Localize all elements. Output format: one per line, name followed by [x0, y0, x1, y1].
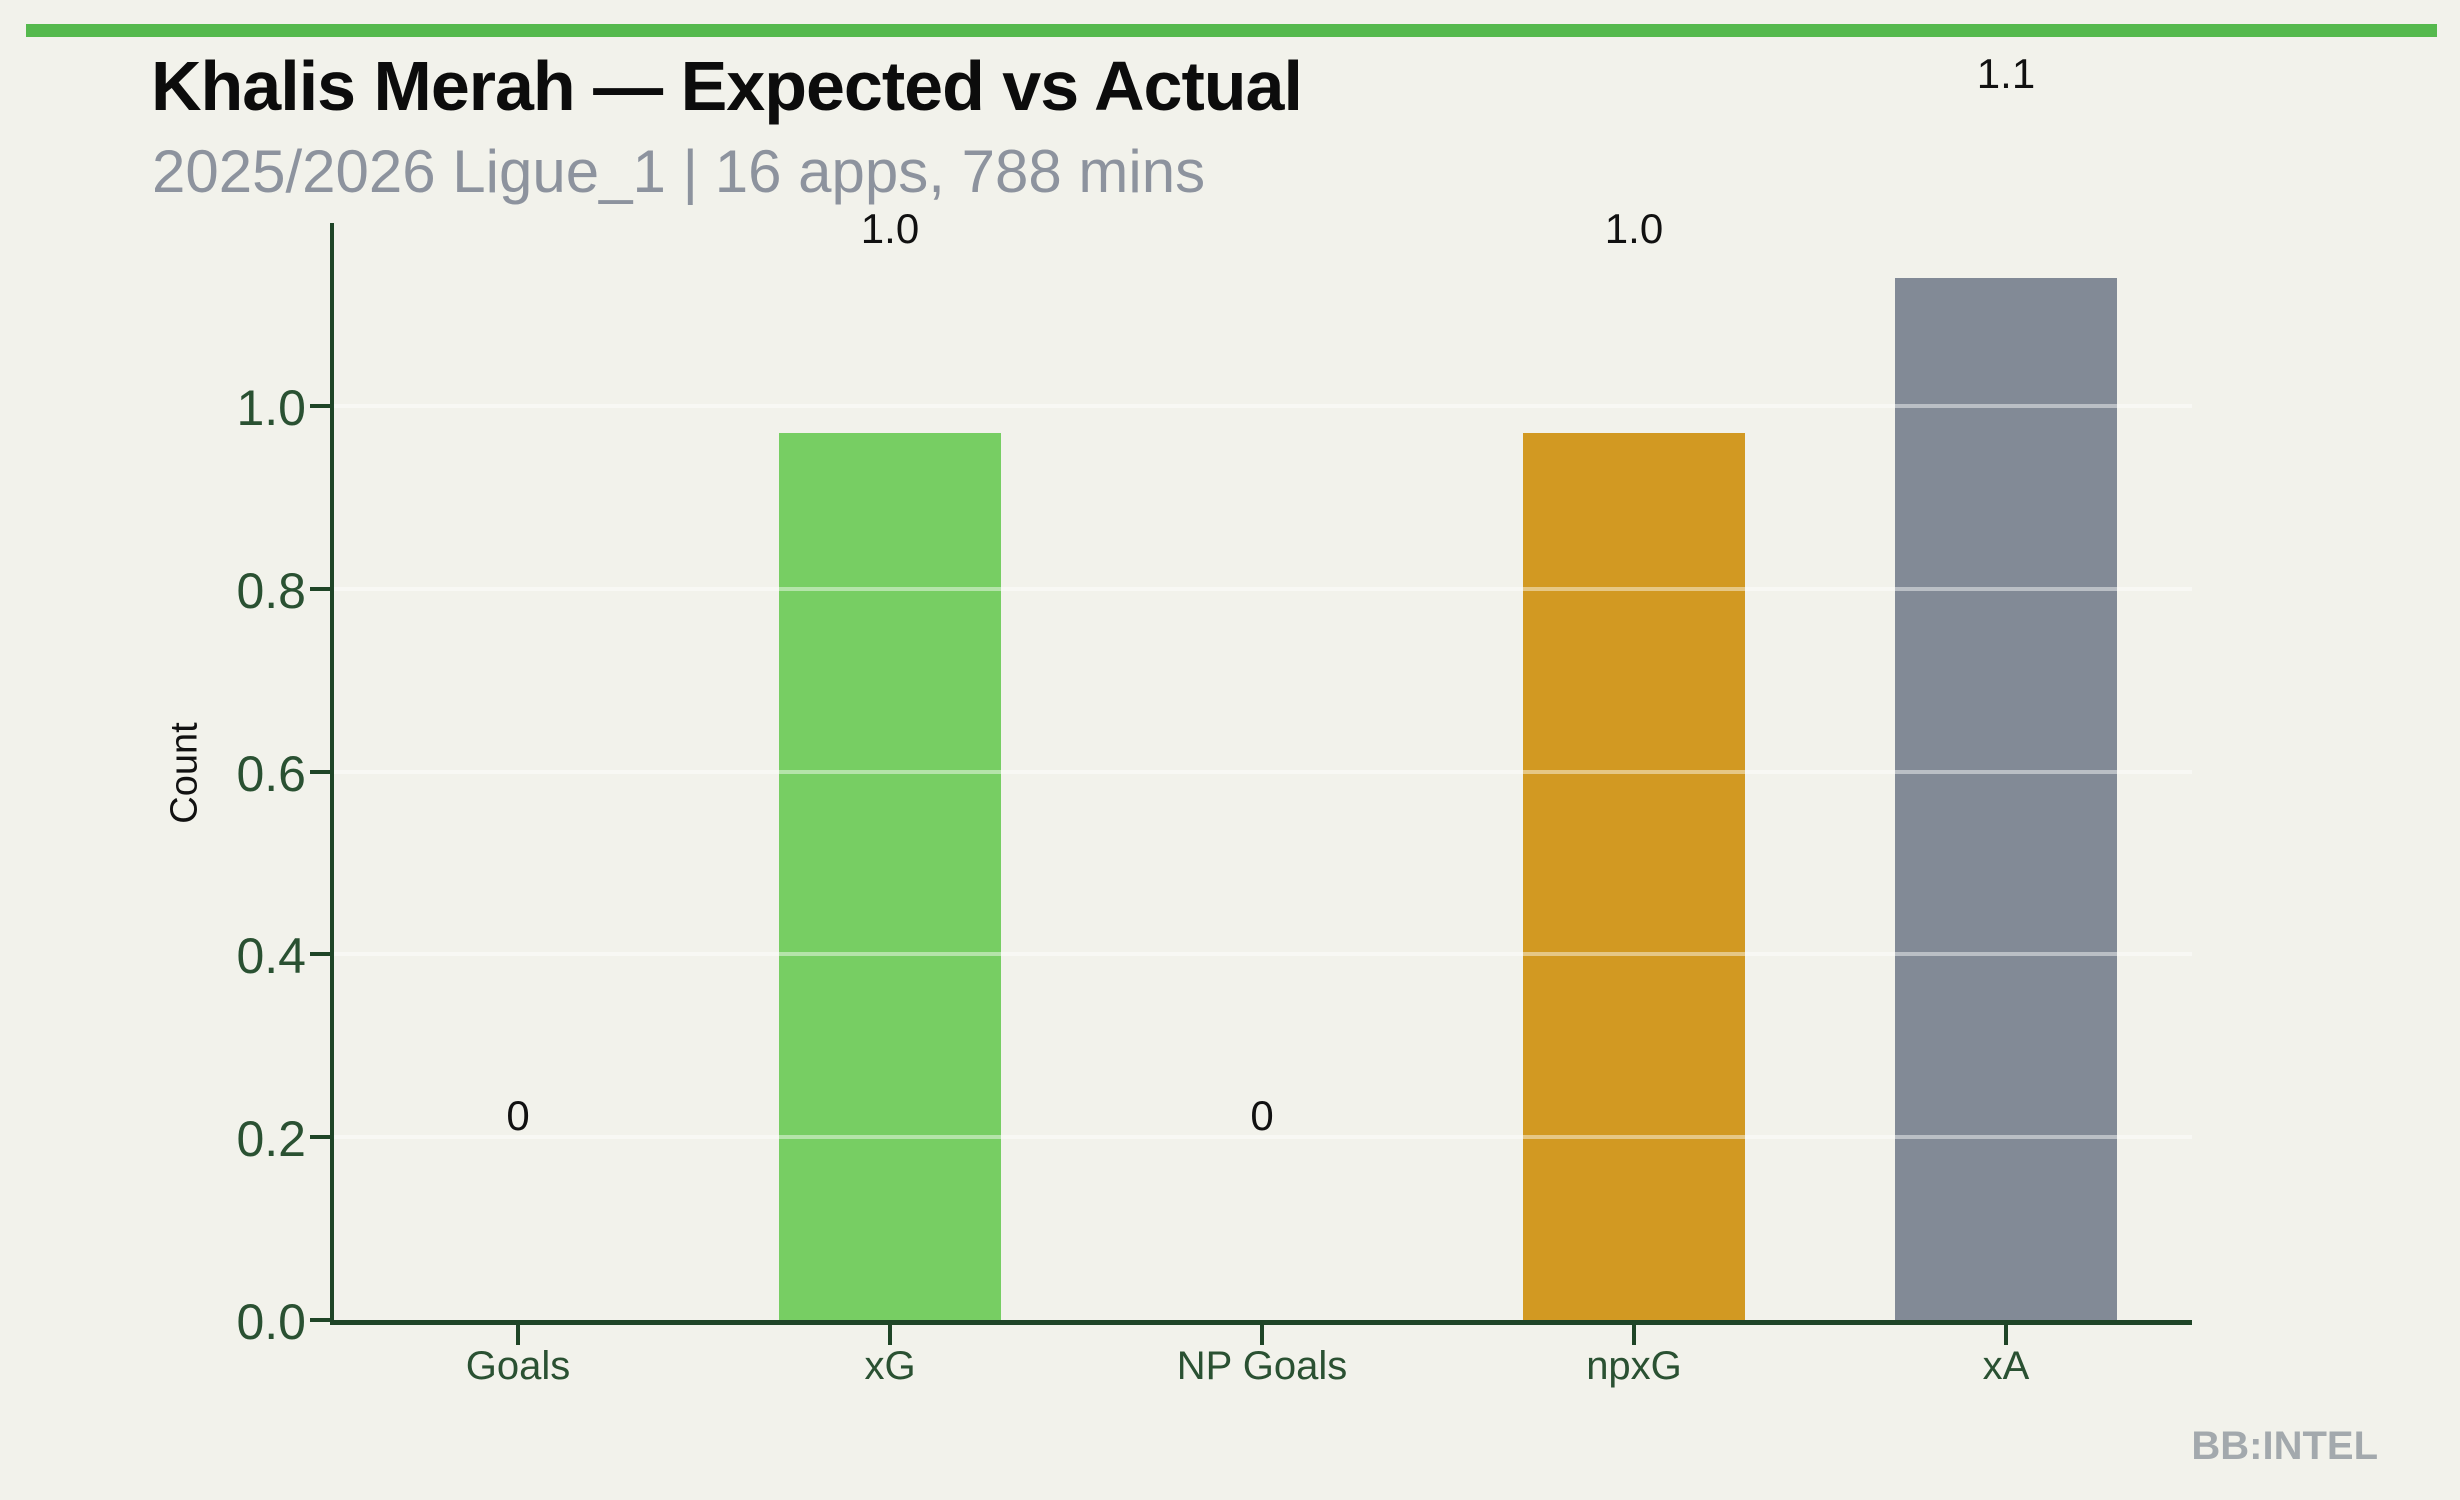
- gridline: [332, 586, 2192, 591]
- y-tick-label: 1.0: [236, 379, 306, 436]
- y-tick-label: 0.8: [236, 562, 306, 619]
- y-tick: [310, 769, 330, 774]
- gridline: [332, 1135, 2192, 1140]
- bar: [1523, 433, 1745, 1320]
- x-tick-label: NP Goals: [1176, 1344, 1348, 1388]
- x-tick: [516, 1325, 520, 1345]
- chart-title: Khalis Merah — Expected vs Actual: [151, 47, 1303, 125]
- gridline: [332, 403, 2192, 408]
- x-tick-label: xA: [1982, 1344, 2030, 1388]
- x-tick: [888, 1325, 892, 1345]
- bar-value-label: 1.1: [1976, 49, 2036, 97]
- gridline: [332, 952, 2192, 957]
- y-tick-label: 0.6: [236, 745, 306, 802]
- y-tick-label: 0.4: [236, 928, 306, 985]
- bar-value-label: 1.0: [1604, 205, 1664, 253]
- x-tick-label: Goals: [465, 1344, 571, 1388]
- y-tick-label: 0.0: [236, 1294, 306, 1350]
- x-axis-spine: [330, 1320, 2192, 1325]
- x-tick-label: xG: [864, 1344, 916, 1388]
- y-tick: [310, 1135, 330, 1140]
- bar-value-label: 0: [1250, 1092, 1274, 1139]
- accent-bar: [26, 24, 2437, 37]
- watermark: BB:INTEL: [2191, 1424, 2378, 1468]
- y-tick: [310, 1318, 330, 1322]
- bar-value-label: 0: [506, 1092, 530, 1139]
- y-tick: [310, 403, 330, 408]
- gridline: [332, 769, 2192, 774]
- x-tick: [1632, 1325, 1636, 1345]
- bar: [1895, 277, 2117, 1320]
- bar: [779, 433, 1001, 1320]
- x-tick: [1260, 1325, 1264, 1345]
- bar-value-label: 1.0: [860, 205, 920, 253]
- x-tick: [2004, 1325, 2008, 1345]
- y-tick: [310, 586, 330, 591]
- chart-subtitle: 2025/2026 Ligue_1 | 16 apps, 788 mins: [152, 138, 1206, 205]
- x-tick-label: npxG: [1586, 1344, 1682, 1388]
- y-tick: [310, 952, 330, 957]
- y-axis-spine: [330, 223, 334, 1325]
- y-tick-label: 0.2: [236, 1111, 306, 1168]
